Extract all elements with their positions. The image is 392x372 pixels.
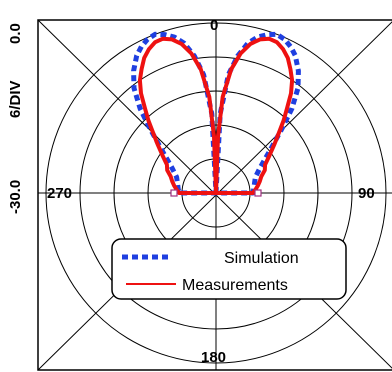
legend-label-measurements: Measurements [182, 277, 288, 294]
series-layer [131, 31, 301, 197]
angle-label-270: 270 [47, 185, 72, 202]
angle-label-0: 0 [210, 17, 218, 34]
radial-min-label: -30.0 [7, 180, 24, 214]
angle-label-180: 180 [201, 349, 226, 366]
legend-label-simulation: Simulation [224, 250, 299, 267]
horizon-marker-2 [254, 189, 262, 197]
horizon-marker-1 [170, 189, 178, 197]
series-line-measurements [137, 36, 295, 195]
angle-label-90: 90 [358, 185, 375, 202]
radial-max-label: 0.0 [7, 23, 24, 44]
legend: Simulation Measurements [111, 238, 347, 300]
radial-scale-label: 6/DIV [7, 80, 24, 118]
